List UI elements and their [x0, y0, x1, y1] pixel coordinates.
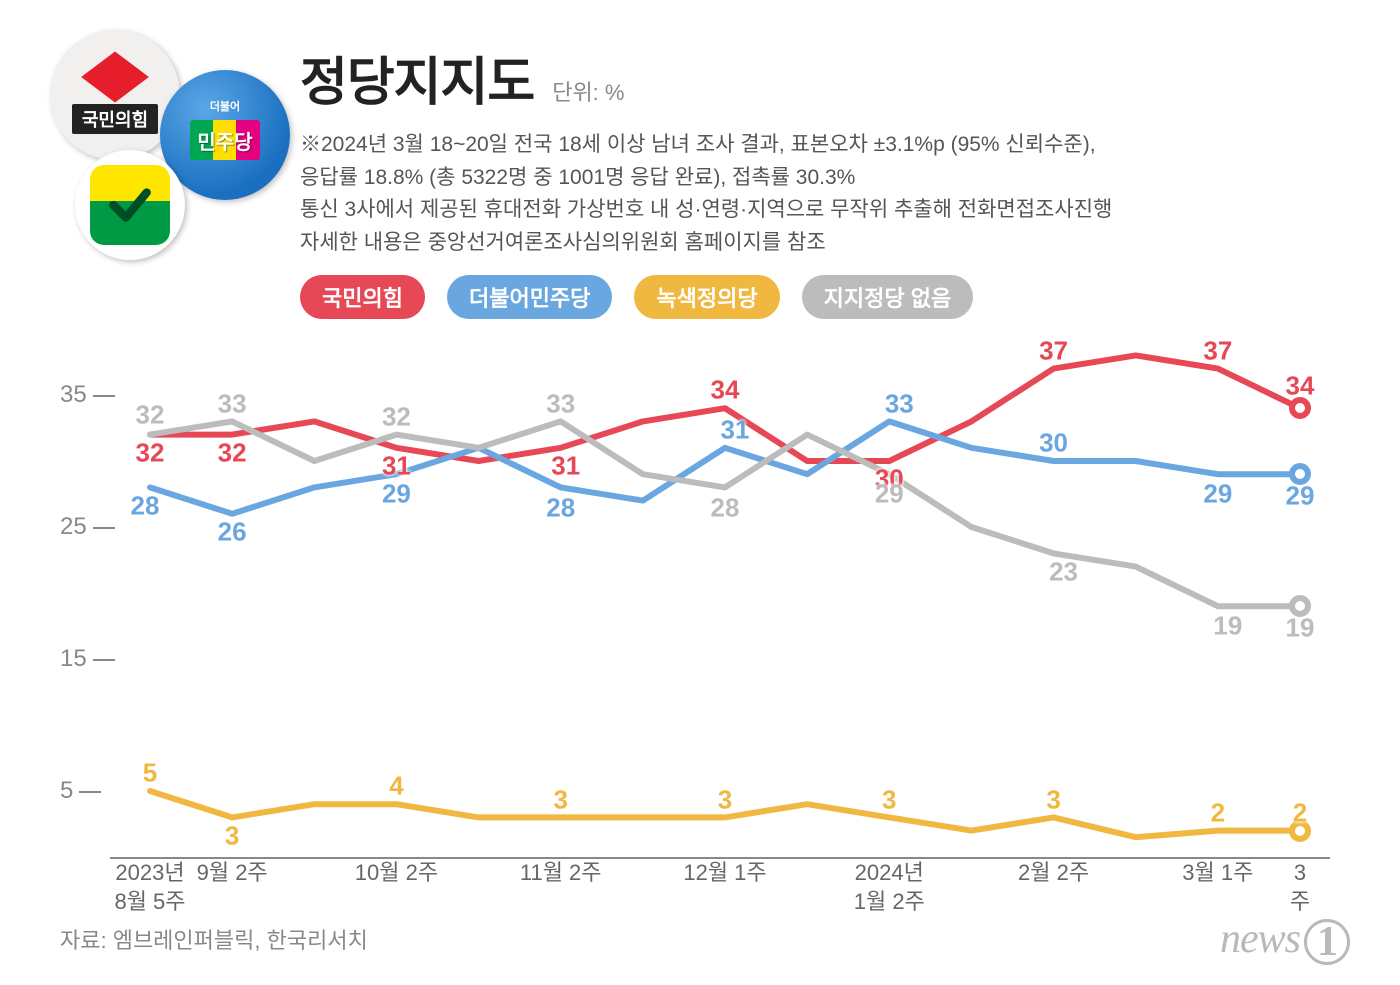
dpk-small: 더불어 [210, 98, 240, 114]
legend-pill: 지지정당 없음 [802, 275, 974, 319]
chart-title: 정당지지도 [300, 40, 534, 115]
y-tick: 25 [60, 513, 115, 541]
value-label: 29 [1203, 479, 1232, 510]
y-tick: 15 [60, 645, 115, 673]
party-logos: 국민의힘 더불어 민주당 [40, 30, 280, 250]
value-label: 29 [1286, 481, 1315, 512]
value-label: 4 [389, 771, 403, 802]
value-label: 2 [1211, 797, 1225, 828]
value-label: 37 [1203, 335, 1232, 366]
value-label: 32 [218, 437, 247, 468]
value-label: 31 [382, 450, 411, 481]
value-label: 32 [382, 401, 411, 432]
chart-wrap: 5152535323231313430373734282629283133302… [40, 329, 1360, 929]
x-tick-label: 2023년8월 5주 [114, 859, 185, 916]
value-label: 5 [143, 758, 157, 789]
unit-label: 단위: % [552, 75, 624, 107]
x-tick-label: 3월 1주 [1182, 859, 1253, 888]
brand-text: news [1220, 916, 1300, 962]
value-label: 30 [1039, 428, 1068, 459]
value-label: 28 [711, 492, 740, 523]
value-label: 3 [718, 784, 732, 815]
brand-logo: news1 [1220, 915, 1350, 965]
logo-green [75, 150, 185, 260]
x-tick-label: 2월 2주 [1018, 859, 1089, 888]
title-block: 정당지지도 단위: % ※2024년 3월 18~20일 전국 18세 이상 남… [300, 30, 1112, 319]
value-label: 32 [136, 437, 165, 468]
line-chart: 5152535323231313430373734282629283133302… [110, 329, 1330, 859]
value-label: 28 [546, 492, 575, 523]
source-label: 자료: 엠브레인퍼블릭, 한국리서치 [60, 923, 368, 955]
brand-one: 1 [1304, 919, 1350, 965]
x-tick-label: 3주 [1285, 859, 1315, 916]
ppp-label: 국민의힘 [72, 104, 158, 134]
value-label: 3 [553, 784, 567, 815]
legend: 국민의힘 더불어민주당 녹색정의당 지지정당 없음 [300, 275, 1112, 319]
value-label: 3 [225, 820, 239, 851]
value-label: 34 [711, 375, 740, 406]
chart-svg [110, 329, 1330, 857]
value-label: 33 [218, 388, 247, 419]
dpk-label: 민주당 [197, 126, 252, 155]
legend-pill: 녹색정의당 [634, 275, 779, 319]
value-label: 32 [136, 399, 165, 430]
value-label: 33 [885, 388, 914, 419]
y-tick: 5 [60, 777, 101, 805]
value-label: 3 [1046, 784, 1060, 815]
value-label: 2 [1293, 797, 1307, 828]
value-label: 31 [721, 414, 750, 445]
x-axis-labels: 2023년8월 5주 9월 2주 10월 2주 11월 2주 12월 1주 2024년1월… [110, 859, 1330, 929]
value-label: 28 [131, 490, 160, 521]
value-label: 26 [218, 516, 247, 547]
x-tick-label: 10월 2주 [355, 859, 438, 888]
value-label: 33 [546, 388, 575, 419]
value-label: 29 [875, 479, 904, 510]
value-label: 3 [882, 784, 896, 815]
value-label: 23 [1049, 556, 1078, 587]
legend-pill: 더불어민주당 [447, 275, 612, 319]
header-row: 국민의힘 더불어 민주당 정당지지도 단위: % ※202 [40, 30, 1360, 319]
value-label: 19 [1286, 613, 1315, 644]
description: ※2024년 3월 18~20일 전국 18세 이상 남녀 조사 결과, 표본오… [300, 129, 1112, 259]
value-label: 37 [1039, 335, 1068, 366]
legend-pill: 국민의힘 [300, 275, 425, 319]
value-label: 19 [1213, 611, 1242, 642]
value-label: 29 [382, 479, 411, 510]
value-label: 31 [551, 450, 580, 481]
y-tick: 35 [60, 381, 115, 409]
x-tick-label: 11월 2주 [520, 859, 602, 888]
ppp-icon [81, 51, 149, 102]
chart-container: 국민의힘 더불어 민주당 정당지지도 단위: % ※202 [0, 0, 1400, 985]
value-label: 34 [1286, 371, 1315, 402]
dpk-flag-icon: 민주당 [190, 120, 260, 160]
x-tick-label: 2024년1월 2주 [854, 859, 925, 916]
x-tick-label: 12월 1주 [683, 859, 766, 888]
x-tick-label: 9월 2주 [197, 859, 268, 888]
green-icon [90, 165, 170, 245]
